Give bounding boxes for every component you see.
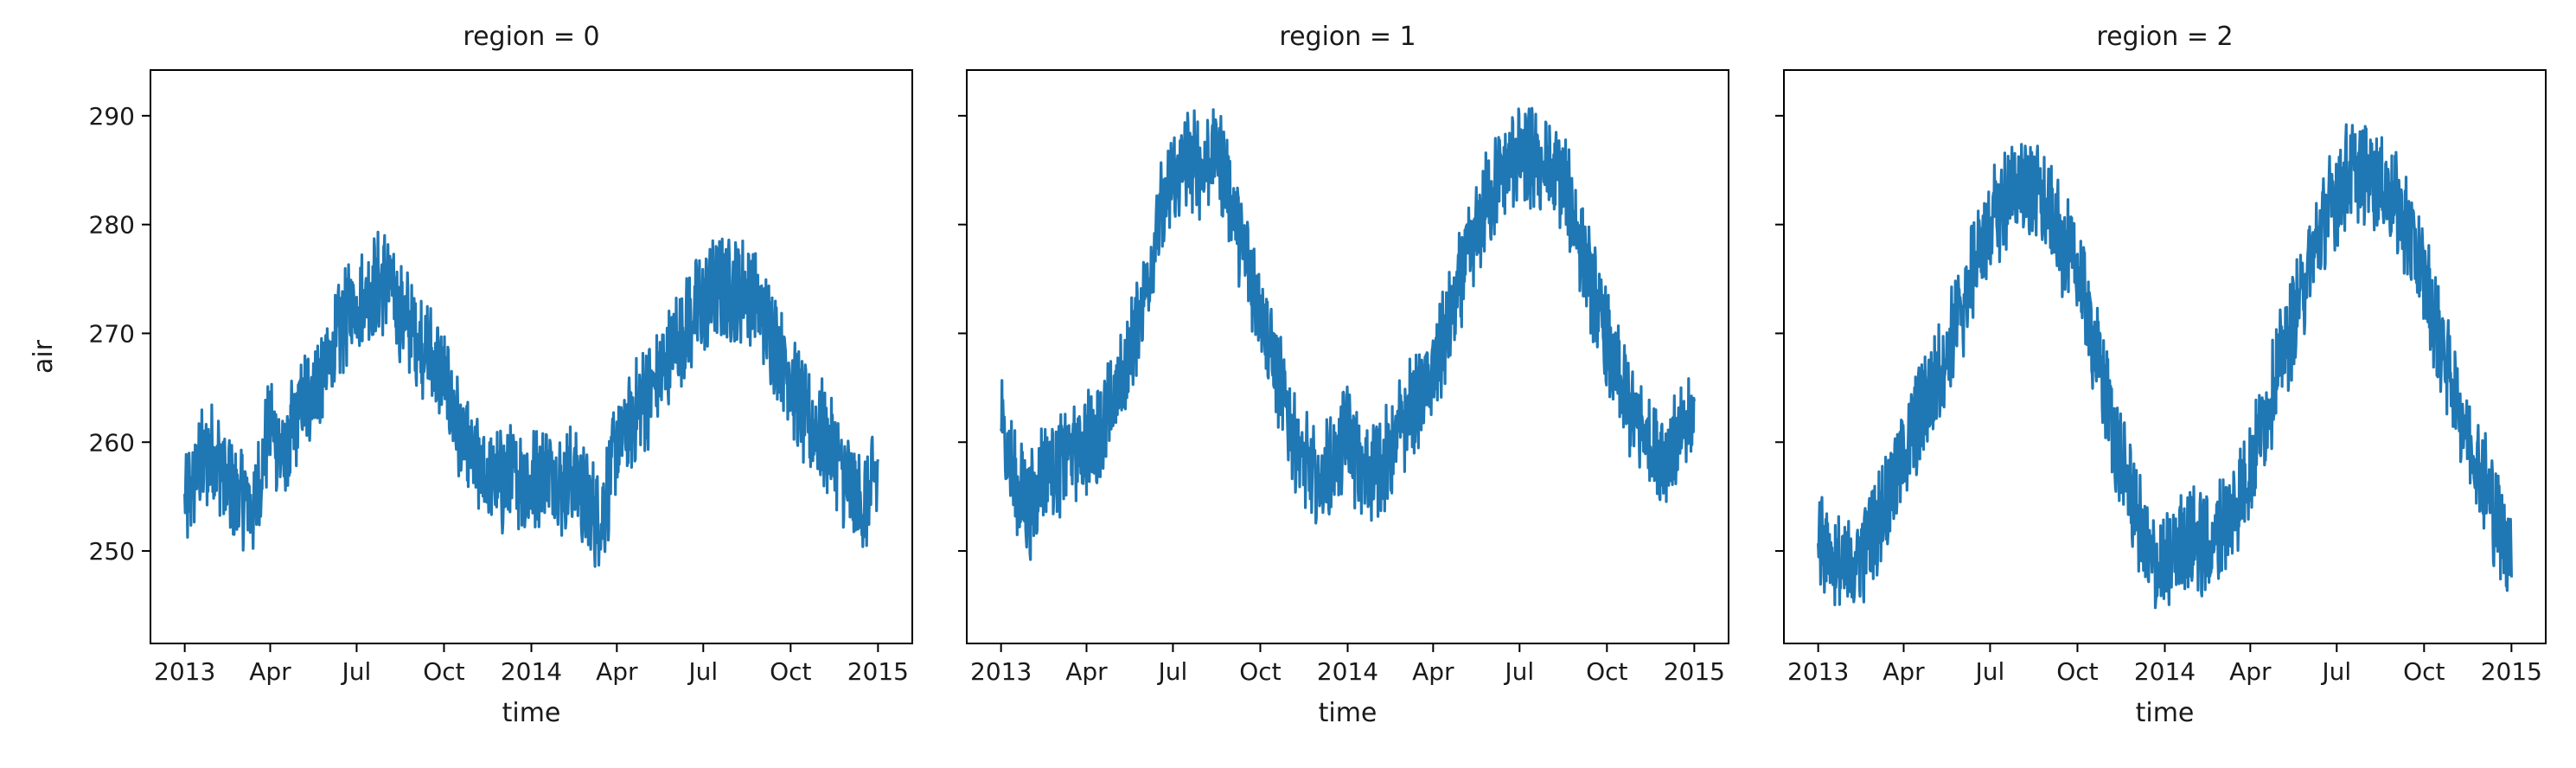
x-tick-label: Jul — [687, 657, 718, 686]
panel-2: region = 2 2013 Apr Jul Oct 2014 Apr Jul Oct 2015… — [1775, 22, 2547, 728]
y-tick-label: 260 — [89, 428, 135, 457]
x-tick-label: 2015 — [1664, 657, 1725, 686]
panel-title: region = 1 — [1279, 22, 1416, 52]
x-tick-label: Jul — [1157, 657, 1188, 686]
x-tick-label: Jul — [1974, 657, 2005, 686]
series-line — [1000, 106, 1696, 561]
series-line — [183, 230, 879, 568]
x-tick-label: Apr — [2229, 657, 2272, 686]
x-tick-label: 2014 — [1317, 657, 1378, 686]
x-tick-label: Oct — [423, 657, 464, 686]
x-tick-label: Oct — [2403, 657, 2445, 686]
x-tick-label: 2013 — [154, 657, 215, 686]
y-tick-label: 250 — [89, 537, 135, 566]
y-tick-label: 280 — [89, 211, 135, 240]
x-tick-label: 2015 — [2481, 657, 2542, 686]
panel-title: region = 2 — [2096, 22, 2233, 52]
x-tick-label: Oct — [1586, 657, 1627, 686]
x-axis-title: time — [1319, 698, 1377, 728]
x-tick-label: Apr — [1065, 657, 1108, 686]
x-tick-label: Jul — [2320, 657, 2351, 686]
y-tick-label: 270 — [89, 319, 135, 348]
x-tick-label: Jul — [1503, 657, 1534, 686]
y-axis-title: air — [29, 339, 59, 374]
x-tick-label: 2014 — [501, 657, 562, 686]
x-tick-label: 2013 — [970, 657, 1032, 686]
x-tick-label: Oct — [1239, 657, 1281, 686]
series-line — [1817, 123, 2513, 610]
x-tick-label: Jul — [341, 657, 372, 686]
panel-1: region = 1 2013 Apr Jul Oct 2014 Apr Jul Oct 2015… — [958, 22, 1729, 728]
x-tick-label: Apr — [1882, 657, 1925, 686]
x-tick-label: 2014 — [2134, 657, 2196, 686]
x-tick-label: Oct — [770, 657, 811, 686]
x-tick-label: 2013 — [1787, 657, 1849, 686]
panel-0: region = 0 2013 Apr Jul Oct 2014 Apr Jul Oct 2015… — [29, 22, 913, 728]
x-tick-label: Apr — [1412, 657, 1454, 686]
x-tick-label: 2015 — [847, 657, 909, 686]
x-tick-label: Apr — [596, 657, 638, 686]
panel-title: region = 0 — [463, 22, 599, 52]
x-tick-label: Oct — [2056, 657, 2098, 686]
x-axis-title: time — [502, 698, 561, 728]
x-axis-title: time — [2136, 698, 2195, 728]
x-tick-label: Apr — [249, 657, 291, 686]
y-tick-label: 290 — [89, 102, 135, 131]
